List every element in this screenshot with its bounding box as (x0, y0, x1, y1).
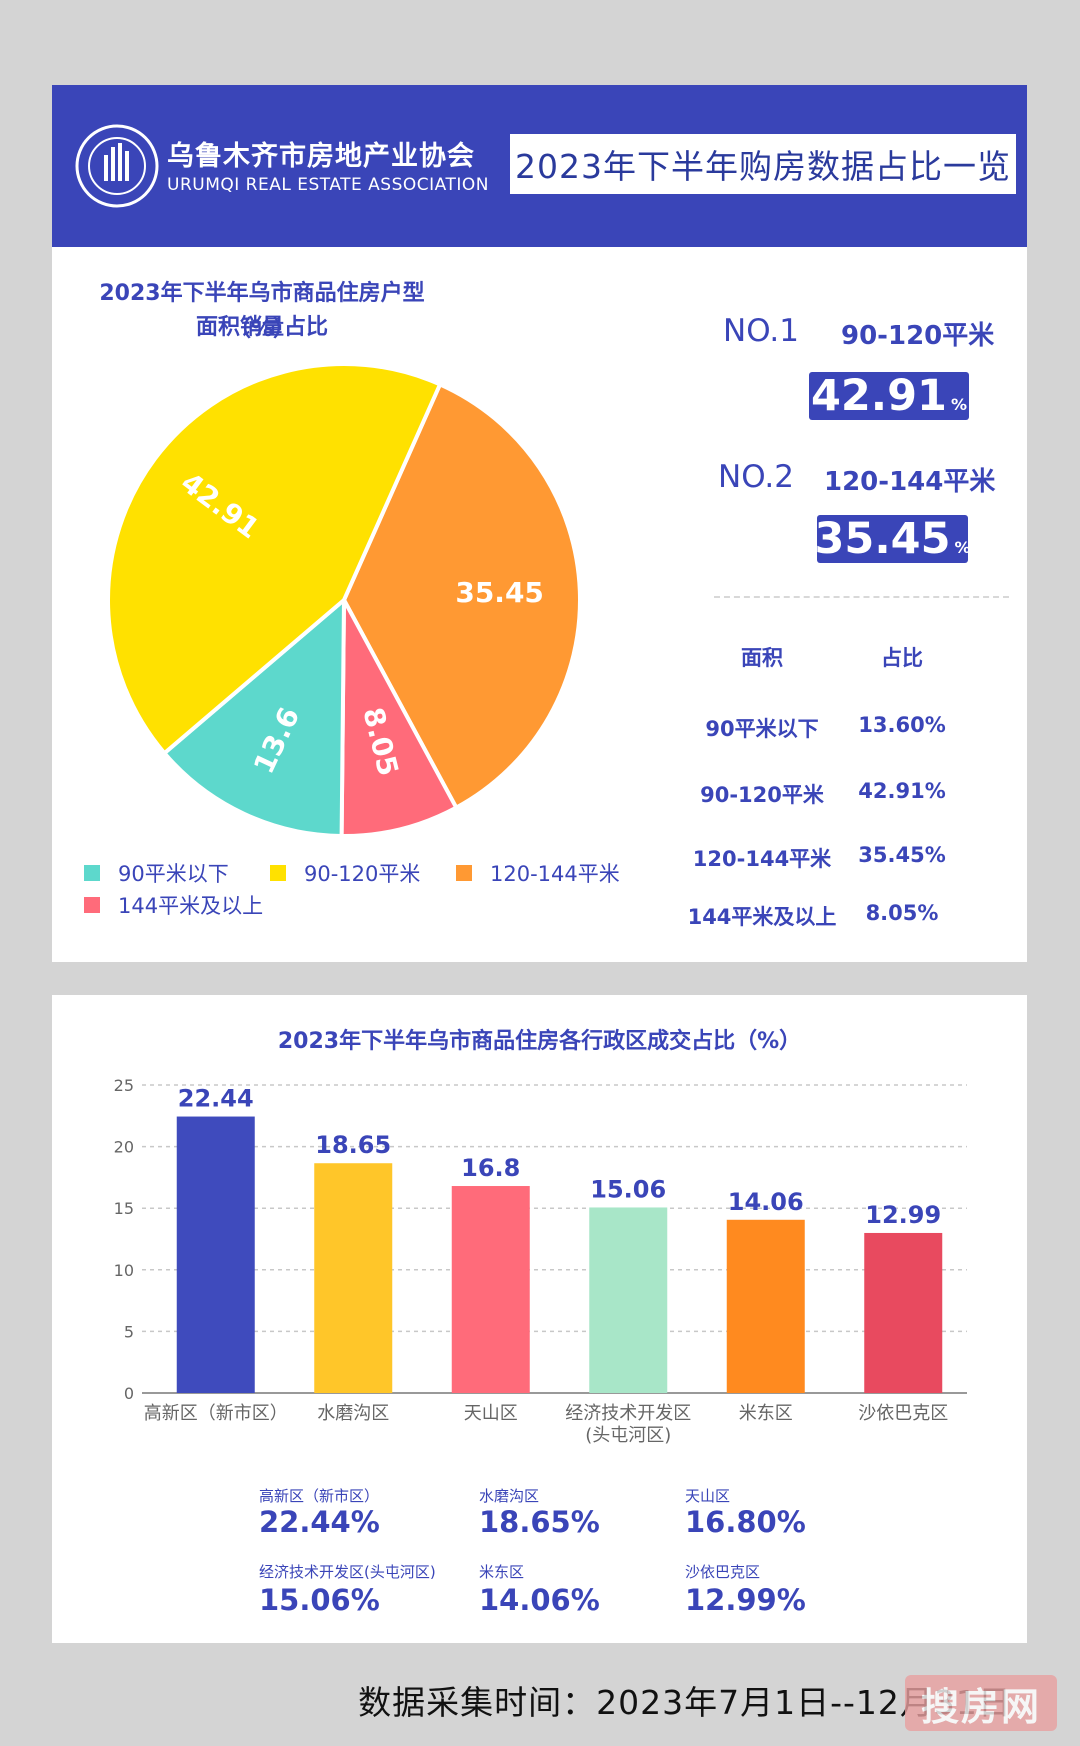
table-cell-share: 13.60% (858, 713, 946, 737)
bar (726, 1219, 805, 1393)
pie-title: 2023年下半年乌市商品住房户型面积销量占比 (99, 281, 425, 340)
summary-value: 16.80% (685, 1505, 806, 1539)
table-cell-area: 120-144平米 (692, 847, 832, 871)
rank-2-category: 120-144平米 (824, 467, 996, 497)
table-cell-area: 144平米及以上 (687, 905, 837, 929)
bar-value-label: 18.65 (315, 1131, 391, 1159)
y-tick-label: 10 (114, 1261, 134, 1280)
summary-name: 水磨沟区 (479, 1487, 540, 1505)
header-banner: 乌鲁木齐市房地产业协会 URUMQI REAL ESTATE ASSOCIATI… (52, 85, 1027, 247)
bar (314, 1163, 393, 1393)
y-tick-label: 20 (114, 1138, 134, 1157)
data-collection-period: 数据采集时间：2023年7月1日--12月31日 (358, 1683, 1012, 1722)
summary-value: 18.65% (479, 1505, 600, 1539)
legend-label: 90-120平米 (304, 862, 421, 886)
summary-name: 沙依巴克区 (685, 1563, 761, 1581)
legend-item-144-plus: 144平米及以上 (84, 890, 263, 920)
x-category-label: 米东区 (739, 1403, 793, 1424)
legend-swatch (84, 865, 100, 881)
table-cell-area: 90-120平米 (700, 783, 824, 807)
rank-2-label: NO.2 (718, 459, 794, 495)
pie-card: 35.45 8.05 13.6 42.91 2023年下半年乌市商品住房户型面积销量占… (52, 247, 1027, 962)
rank-1-category: 90-120平米 (841, 321, 995, 351)
bar (589, 1207, 668, 1393)
legend-swatch (456, 865, 472, 881)
y-tick-label: 0 (124, 1384, 134, 1403)
pie-slice (161, 595, 347, 839)
bar (451, 1186, 530, 1393)
table-cell-area: 90平米以下 (705, 717, 819, 741)
legend-label: 120-144平米 (490, 862, 620, 886)
association-name-cn: 乌鲁木齐市房地产业协会 (167, 141, 475, 172)
summary-name: 经济技术开发区(头屯河区) (259, 1563, 436, 1581)
pie-slice (341, 381, 582, 811)
y-tick-label: 25 (114, 1076, 134, 1095)
y-tick-label: 5 (124, 1322, 134, 1341)
bar (176, 1116, 255, 1393)
pie-slice (106, 362, 443, 756)
rank-2-value: 35.45 (814, 514, 951, 564)
table-header-area: 面积 (741, 646, 783, 670)
pie-slice (339, 592, 459, 838)
footer: 数据采集时间：2023年7月1日--12月31日 (0, 1676, 1080, 1724)
x-category-label: 沙依巴克区 (858, 1403, 948, 1424)
legend-swatch (270, 865, 286, 881)
summary-name: 高新区（新市区） (259, 1487, 380, 1505)
bar (864, 1232, 943, 1393)
rank-1-value-box: 42.91 % (809, 372, 969, 420)
x-category-label: 高新区（新市区） (144, 1403, 288, 1424)
pie-title-unit: （%） (228, 317, 296, 342)
page-title: 2023年下半年购房数据占比一览 (510, 134, 1016, 194)
table-cell-share: 35.45% (858, 843, 946, 867)
y-tick-label: 15 (114, 1199, 134, 1218)
x-category-label: 天山区 (464, 1403, 518, 1424)
legend-item-90-120: 90-120平米 (270, 858, 420, 888)
bar-title: 2023年下半年乌市商品住房各行政区成交占比（%） (277, 1029, 802, 1054)
bar-value-label: 14.06 (728, 1188, 804, 1216)
rank-1-unit: % (950, 395, 968, 414)
x-category-label: 水磨沟区 (317, 1403, 389, 1424)
bar-chart: 0 5 10 15 20 25 22.44 高新区（新市区） 18.65 水磨沟区 16.8 天山区 1… (114, 1076, 967, 1446)
table-cell-share: 42.91% (858, 779, 946, 803)
bar-card: 0 5 10 15 20 25 22.44 高新区（新市区） 18.65 水磨沟区 16.8 天山区 1… (52, 995, 1027, 1643)
dashed-divider (714, 596, 1009, 598)
summary-value: 14.06% (479, 1583, 600, 1617)
association-name-en: URUMQI REAL ESTATE ASSOCIATION (167, 175, 489, 195)
summary-value: 22.44% (259, 1505, 380, 1539)
bar-value-label: 16.8 (461, 1154, 520, 1182)
table-header-share: 占比 (881, 646, 923, 670)
bar-value-label: 22.44 (178, 1085, 254, 1113)
pie-slice-label: 35.45 (455, 576, 544, 609)
legend-item-120-144: 120-144平米 (456, 858, 620, 888)
association-logo-icon (75, 124, 159, 208)
watermark-logo: 搜房网 (905, 1675, 1057, 1731)
x-category-label: 经济技术开发区 (565, 1403, 691, 1424)
bar-value-label: 15.06 (590, 1175, 666, 1203)
summary-name: 天山区 (685, 1487, 731, 1505)
legend-item-under-90: 90平米以下 (84, 858, 229, 888)
rank-2-unit: % (954, 538, 971, 557)
bar-value-label: 12.99 (865, 1201, 941, 1229)
table-cell-share: 8.05% (865, 901, 939, 925)
legend-label: 90平米以下 (118, 862, 229, 886)
x-category-label: (头屯河区) (585, 1425, 671, 1446)
summary-value: 12.99% (685, 1583, 806, 1617)
rank-1-value: 42.91 (810, 371, 947, 421)
rank-1-label: NO.1 (723, 313, 799, 349)
summary-value: 15.06% (259, 1583, 380, 1617)
legend-label: 144平米及以上 (118, 894, 264, 918)
rank-2-value-box: 35.45 % (814, 514, 971, 564)
summary-name: 米东区 (479, 1563, 525, 1581)
legend-swatch (84, 897, 100, 913)
